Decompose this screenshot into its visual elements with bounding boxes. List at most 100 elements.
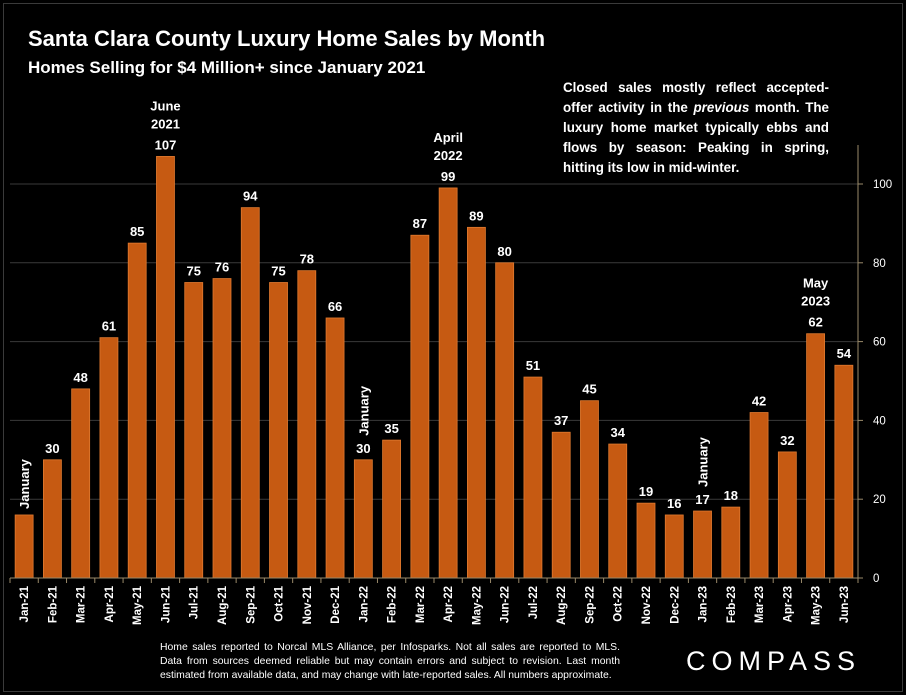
- x-tick-label: Apr-22: [443, 586, 455, 622]
- x-tick-label: Mar-21: [76, 585, 88, 623]
- x-tick-label: Dec-22: [669, 586, 681, 624]
- data-label: 17: [695, 492, 709, 507]
- bar: [608, 443, 628, 579]
- x-tick-label: Jul-21: [189, 585, 201, 619]
- x-tick-label: Apr-21: [104, 585, 116, 622]
- data-label: 78: [300, 252, 314, 267]
- annotation-label: January: [356, 385, 371, 436]
- annotation-label: 2022: [434, 148, 463, 163]
- note-text-after: month. The luxury home market typically …: [563, 100, 829, 175]
- data-label: 107: [155, 137, 177, 152]
- data-label: 51: [526, 358, 540, 373]
- x-tick-label: Mar-22: [415, 586, 427, 623]
- x-tick-label: Nov-22: [641, 586, 653, 624]
- x-tick-label: Jun-21: [160, 585, 172, 623]
- x-tick-label: Jan-21: [19, 585, 31, 622]
- annotation-label: January: [17, 458, 32, 509]
- x-tick-label: Nov-21: [302, 585, 314, 624]
- data-labels: 30 48 61 85 107 75 76 94 75 78 66 30 35 87 99 89 80 51 37 4…: [45, 137, 852, 511]
- y-tick-label: 0: [873, 573, 879, 585]
- data-label: 30: [45, 441, 59, 456]
- x-tick-label: Jan-23: [698, 586, 710, 622]
- data-label: 16: [667, 496, 681, 511]
- data-label: 37: [554, 413, 568, 428]
- annotations: January June 2021 January April 2022 January Ma…: [17, 98, 830, 509]
- x-axis: Jan-21 Feb-21 Mar-21 Apr-21 May-21 Jun-21 Jul-…: [9, 577, 859, 625]
- bar: [325, 317, 345, 579]
- data-label: 32: [780, 433, 794, 448]
- bar: [749, 412, 769, 579]
- bar: [212, 278, 232, 579]
- data-label: 19: [639, 484, 653, 499]
- chart-title: Santa Clara County Luxury Home Sales by …: [28, 26, 546, 51]
- x-tick-label: Feb-23: [726, 586, 738, 623]
- x-tick-label: Oct-21: [274, 585, 286, 621]
- bar: [382, 439, 402, 579]
- data-label: 87: [413, 216, 427, 231]
- bar: [495, 262, 515, 579]
- bar: [438, 187, 458, 579]
- data-label: 89: [469, 208, 483, 223]
- bar: [834, 364, 854, 579]
- x-tick-label: Feb-21: [47, 585, 59, 623]
- annotation-note: Closed sales mostly reflect accepted-off…: [563, 78, 829, 178]
- x-tick-label: Jun-22: [500, 586, 512, 623]
- bar: [297, 270, 317, 579]
- bar: [14, 514, 34, 579]
- y-tick-label: 40: [873, 415, 886, 427]
- y-tick-label: 20: [873, 494, 886, 506]
- data-label: 62: [808, 315, 822, 330]
- data-label: 34: [610, 425, 625, 440]
- bar: [777, 451, 797, 579]
- bar: [466, 226, 486, 579]
- y-tick-label: 60: [873, 337, 886, 349]
- gridlines: [10, 183, 858, 500]
- x-tick-label: Dec-21: [330, 585, 342, 623]
- annotation-label: May: [803, 276, 829, 291]
- x-tick-label: Sep-21: [245, 585, 257, 623]
- chart-subtitle: Homes Selling for $4 Million+ since Janu…: [28, 58, 426, 77]
- data-label: 99: [441, 169, 455, 184]
- bar: [806, 333, 825, 579]
- data-label: 61: [102, 319, 116, 334]
- y-axis: 0 20 40 60 80 100: [857, 145, 892, 585]
- bar: [156, 156, 175, 579]
- x-tick-label: Sep-22: [584, 586, 596, 624]
- source-footnote: Home sales reported to Norcal MLS Allian…: [160, 642, 620, 681]
- bar: [43, 459, 62, 579]
- x-tick-label: Oct-22: [613, 586, 625, 622]
- bar: [127, 242, 147, 579]
- note-text-before: Closed sales mostly reflect accepted-off…: [563, 80, 829, 115]
- x-tick-label: Mar-23: [754, 586, 766, 623]
- compass-logo: COMPASS: [686, 646, 862, 676]
- x-tick-label: May-23: [811, 586, 823, 625]
- x-tick-label: Jan-22: [358, 586, 370, 622]
- data-label: 42: [752, 394, 766, 409]
- data-label: 66: [328, 299, 342, 314]
- x-tick-label: May-22: [471, 586, 483, 625]
- x-tick-label: Aug-22: [556, 586, 568, 625]
- y-tick-label: 100: [873, 179, 892, 191]
- annotation-label: January: [696, 436, 711, 487]
- bar: [664, 514, 684, 579]
- bar: [240, 207, 260, 579]
- bar: [353, 459, 373, 579]
- bar: [721, 506, 741, 579]
- annotation-label: 2023: [801, 294, 830, 309]
- data-label: 85: [130, 224, 144, 239]
- bar: [410, 234, 430, 579]
- x-tick-label: Feb-22: [387, 586, 399, 623]
- x-tick-label: May-21: [132, 585, 144, 625]
- data-label: 48: [73, 370, 87, 385]
- data-label: 80: [497, 244, 511, 259]
- data-label: 18: [724, 488, 738, 503]
- data-label: 76: [215, 260, 229, 275]
- x-tick-label: Jul-22: [528, 586, 540, 619]
- data-label: 35: [384, 421, 398, 436]
- data-label: 94: [243, 189, 258, 204]
- bar: [693, 510, 712, 579]
- x-tick-label: Jun-23: [839, 586, 851, 623]
- data-label: 75: [271, 264, 285, 279]
- bars: [14, 156, 854, 579]
